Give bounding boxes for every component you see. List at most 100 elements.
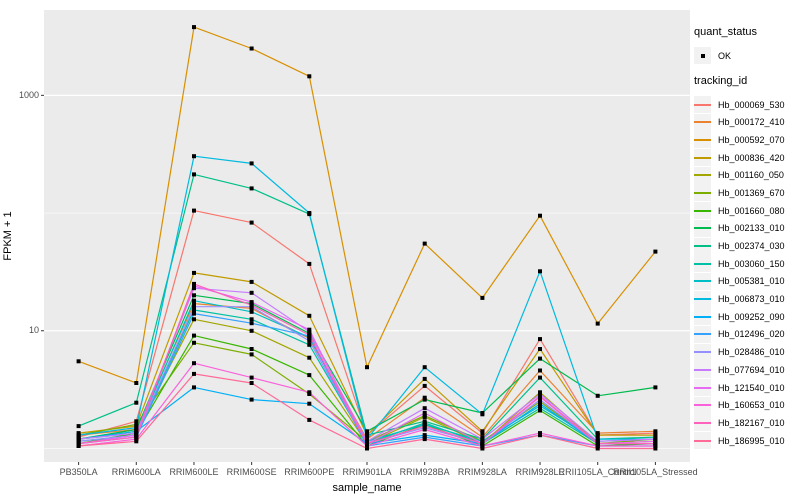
data-point [538, 269, 542, 274]
legend-item-label: OK [718, 50, 732, 61]
x-tick-label: RRIM928BA [399, 467, 450, 477]
data-point [538, 401, 542, 406]
data-point [249, 328, 254, 333]
data-point [595, 433, 600, 438]
legend-key-swatch [694, 96, 711, 114]
data-point [422, 437, 427, 442]
data-point [422, 383, 427, 388]
data-point [307, 417, 312, 422]
data-point [365, 433, 369, 438]
data-point [538, 403, 542, 408]
panel-background [44, 10, 690, 462]
data-point [653, 439, 658, 444]
legend-key-swatch [694, 113, 711, 131]
data-point [307, 74, 312, 79]
legend-item-label: Hb_012496_020 [718, 329, 785, 340]
legend-quant-status: quant_status OK [694, 26, 799, 65]
legend-item-label: Hb_001160_050 [718, 170, 784, 181]
data-point [422, 411, 427, 415]
legend-color-line-icon [694, 227, 711, 230]
data-point [134, 381, 139, 385]
legend-item-ok: OK [694, 47, 799, 65]
data-point [480, 295, 485, 300]
data-point [192, 385, 196, 390]
x-axis-title: sample_name [332, 482, 402, 494]
legend-color-line-icon [694, 421, 711, 424]
data-point [307, 329, 312, 334]
legend-color-line-icon [694, 103, 711, 106]
data-point [365, 446, 369, 451]
legend-item-Hb_121540_010: Hb_121540_010 [694, 379, 799, 397]
data-point [134, 425, 139, 430]
data-point [365, 437, 369, 442]
data-point [192, 281, 196, 286]
legend-item-label: Hb_001660_080 [718, 205, 785, 216]
data-point [134, 439, 139, 444]
data-point [422, 413, 427, 418]
data-point [192, 298, 196, 303]
data-point [249, 279, 254, 284]
legend-item-Hb_001160_050: Hb_001160_050 [694, 166, 799, 184]
data-point [307, 390, 312, 395]
legend-item-label: Hb_000172_410 [718, 117, 785, 128]
data-point [76, 444, 81, 448]
legend-key-swatch [694, 184, 711, 202]
legend-key-swatch [694, 379, 711, 397]
data-point [538, 347, 542, 351]
legend-color-line-icon [694, 404, 711, 407]
data-point [192, 286, 196, 291]
x-tick-label: RRIM928LE [515, 467, 565, 477]
data-point [538, 394, 542, 399]
legend-title-quant-status: quant_status [694, 26, 757, 38]
data-point [249, 303, 254, 308]
data-point [422, 424, 427, 429]
data-point [134, 435, 139, 440]
x-tick-label: RRIM600LE [169, 467, 219, 477]
data-point [480, 441, 485, 446]
legend-key-swatch [694, 396, 711, 414]
data-point [192, 311, 196, 316]
legend-item-label: Hb_005381_010 [718, 276, 785, 287]
legend-color-line-icon [694, 333, 711, 336]
data-point [192, 304, 196, 309]
y-axis-title: FPKM + 1 [2, 211, 14, 261]
data-point [422, 365, 427, 370]
legend-item-Hb_000069_530: Hb_000069_530 [694, 96, 799, 114]
legend-item-label: Hb_001369_670 [718, 187, 785, 198]
legend-key-swatch [694, 219, 711, 237]
data-point [480, 437, 485, 442]
data-point [134, 422, 139, 427]
data-point [249, 317, 254, 322]
legend-color-line-icon [694, 138, 711, 141]
legend-key-swatch [694, 325, 711, 343]
data-point [192, 293, 196, 298]
data-point [595, 439, 600, 444]
data-point [480, 429, 485, 434]
data-point [192, 308, 196, 312]
data-point [595, 437, 600, 442]
legend-item-Hb_009252_090: Hb_009252_090 [694, 308, 799, 326]
data-point [653, 249, 658, 254]
data-point [192, 301, 196, 306]
data-point [422, 241, 427, 246]
data-point [538, 406, 542, 411]
legend-key-swatch [694, 308, 711, 326]
data-point [538, 368, 542, 373]
data-point [653, 444, 658, 448]
legend-color-line-icon [694, 174, 711, 177]
legend-key-swatch [694, 414, 711, 432]
legend-color-line-icon [694, 209, 711, 212]
data-point [192, 340, 196, 345]
data-point [192, 333, 196, 338]
data-point [422, 406, 427, 411]
legend-item-label: Hb_160653_010 [718, 400, 785, 411]
data-point [76, 439, 81, 444]
legend-color-line-icon [694, 262, 711, 265]
data-point [595, 321, 600, 326]
data-point [307, 401, 312, 406]
data-point [307, 342, 312, 347]
legend-item-Hb_001369_670: Hb_001369_670 [694, 184, 799, 202]
legend-item-Hb_160653_010: Hb_160653_010 [694, 396, 799, 414]
